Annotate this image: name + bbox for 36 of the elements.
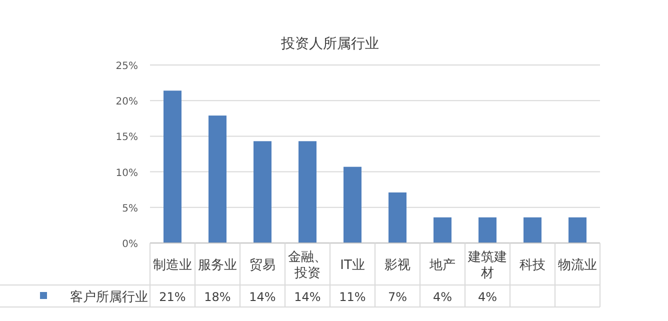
bar: [208, 116, 226, 243]
y-tick-label: 20%: [116, 96, 138, 108]
data-label: 7%: [388, 290, 408, 304]
bar: [434, 217, 452, 243]
y-tick-label: 10%: [116, 168, 138, 179]
bar: [254, 141, 272, 243]
bar: [298, 141, 316, 243]
data-label: 14%: [249, 290, 276, 304]
y-tick-label: 5%: [122, 203, 138, 214]
y-tick-label: 15%: [116, 132, 138, 144]
data-label: 4%: [478, 290, 498, 304]
x-tick-label: IT业: [340, 258, 365, 273]
chart-title: 投资人所属行业: [280, 36, 379, 52]
legend-label: 客户所属行业: [70, 289, 148, 305]
bar: [388, 192, 406, 243]
data-label: 4%: [432, 290, 452, 304]
x-tick-label: 影视: [384, 258, 410, 273]
data-label: 18%: [204, 290, 231, 304]
x-tick-label: 服务业: [198, 258, 237, 273]
x-tick-label: 贸易: [250, 258, 276, 273]
x-tick-label: 科技: [520, 258, 546, 273]
data-label: 11%: [339, 290, 366, 304]
x-tick-label: 地产: [428, 258, 456, 273]
data-label: 14%: [294, 290, 321, 304]
bar: [344, 166, 362, 243]
bar: [568, 217, 586, 243]
bar: [524, 217, 542, 243]
bar: [478, 217, 496, 243]
x-tick-label: 物流业: [558, 257, 597, 273]
x-tick-label: 金融、投资: [288, 250, 327, 281]
x-tick-label: 制造业: [153, 258, 192, 273]
bar: [164, 90, 182, 243]
y-tick-label: 25%: [116, 61, 138, 72]
x-tick-label: 建筑建材: [467, 250, 507, 281]
data-label: 21%: [159, 290, 186, 304]
y-tick-label: 0%: [122, 239, 138, 250]
